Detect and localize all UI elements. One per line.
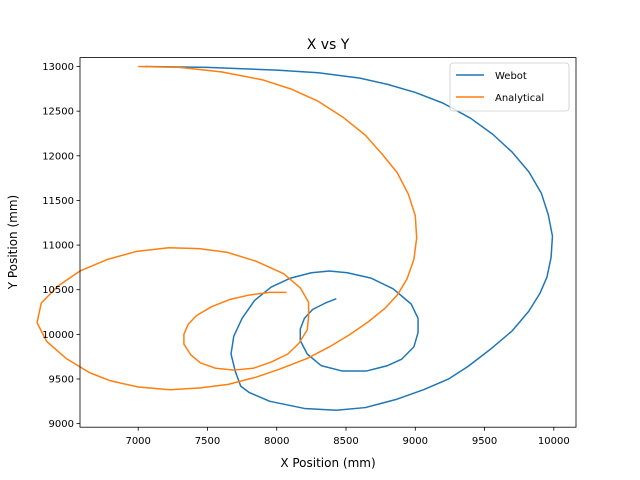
y-tick-label: 9500 <box>49 374 74 385</box>
legend: Webot Analytical <box>449 62 570 112</box>
x-tick-label: 7500 <box>195 436 220 447</box>
series-line-webot <box>145 65 554 411</box>
y-tick-label: 11000 <box>42 241 74 252</box>
legend-label-analytical: Analytical <box>495 93 544 104</box>
x-tick-label: 8000 <box>264 436 289 447</box>
plot-frame <box>79 57 577 428</box>
x-axis: 7000 7500 8000 8500 9000 9500 10000 <box>125 427 570 447</box>
x-tick-label: 10000 <box>538 436 570 447</box>
y-tick-label: 10500 <box>42 285 74 296</box>
y-axis-label: Y Position (mm) <box>6 195 20 290</box>
y-axis: 9000 9500 10000 10500 11000 11500 12000 12500 13… <box>42 62 80 430</box>
chart-title: X vs Y <box>307 37 350 53</box>
plot-area <box>36 57 577 428</box>
x-tick-label: 8500 <box>333 436 358 447</box>
y-tick-label: 10000 <box>42 330 74 341</box>
x-axis-label: X Position (mm) <box>280 456 375 470</box>
series-layer <box>36 65 554 411</box>
y-tick-label: 9000 <box>49 419 74 430</box>
y-tick-label: 12500 <box>42 107 74 118</box>
x-tick-label: 7000 <box>125 436 150 447</box>
x-tick-label: 9500 <box>472 436 497 447</box>
y-tick-label: 11500 <box>42 196 74 207</box>
y-tick-label: 13000 <box>42 62 74 73</box>
series-line-analytical <box>36 65 418 391</box>
x-tick-label: 9000 <box>403 436 428 447</box>
y-tick-label: 12000 <box>42 151 74 162</box>
legend-label-webot: Webot <box>495 71 527 82</box>
